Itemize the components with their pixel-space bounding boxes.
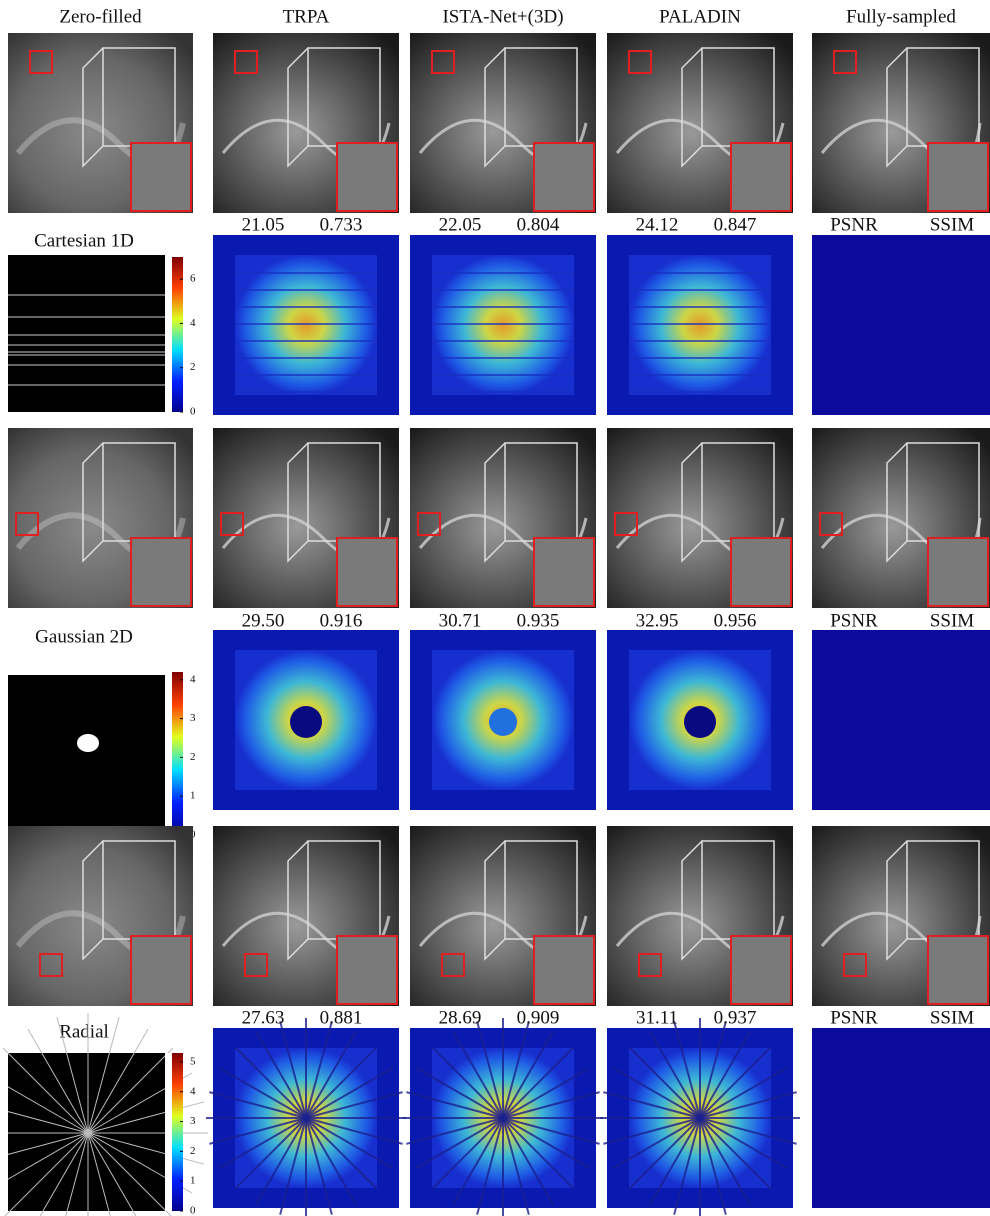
- roi-zoom: [337, 143, 397, 211]
- reference-psnr-label: PSNR: [830, 1007, 878, 1028]
- figure: Zero-filled TRPA ISTA-Net+(3D) PALADIN Fully…: [0, 0, 990, 1216]
- mask-label: Radial: [59, 1021, 109, 1042]
- reference-ssim-label: SSIM: [930, 214, 974, 235]
- colorbar-tick-label: 3: [190, 712, 196, 724]
- roi-zoom: [131, 936, 191, 1004]
- mask-center: [77, 734, 99, 752]
- colorbar-tick-label: 2: [190, 361, 196, 373]
- column-header: Fully-sampled: [846, 6, 956, 27]
- roi-zoom: [534, 143, 594, 211]
- colorbar: [172, 672, 183, 835]
- colorbar: [172, 257, 183, 412]
- mask-frame: [0, 1053, 8, 1211]
- column-header: PALADIN: [659, 6, 741, 27]
- roi-zoom: [928, 143, 988, 211]
- colorbar-tick-label: 4: [190, 317, 196, 329]
- error-map-reference: [812, 235, 990, 415]
- psnr-value: 32.95: [636, 610, 679, 631]
- colorbar-tick-label: 1: [190, 1175, 196, 1187]
- psnr-value: 22.05: [439, 214, 482, 235]
- error-hole: [684, 706, 716, 738]
- roi-zoom: [731, 936, 791, 1004]
- colorbar-tick-label: 2: [190, 1145, 196, 1157]
- colorbar-tick-label: 5: [190, 1055, 196, 1067]
- psnr-value: 28.69: [439, 1007, 482, 1028]
- colorbar-tick-label: 2: [190, 751, 196, 763]
- ssim-value: 0.909: [517, 1007, 560, 1028]
- roi-zoom: [337, 936, 397, 1004]
- colorbar-tick-label: 0: [190, 1205, 196, 1216]
- colorbar-tick-label: 1: [190, 790, 196, 802]
- ssim-value: 0.935: [517, 610, 560, 631]
- roi-zoom: [534, 936, 594, 1004]
- mask-image: [8, 255, 165, 412]
- ssim-value: 0.881: [320, 1007, 363, 1028]
- colorbar: [172, 1053, 183, 1211]
- psnr-value: 30.71: [439, 610, 482, 631]
- column-header: TRPA: [283, 6, 330, 27]
- roi-zoom: [131, 538, 191, 606]
- colorbar-tick-label: 6: [190, 273, 196, 285]
- ssim-value: 0.804: [517, 214, 560, 235]
- colorbar-tick-label: 4: [190, 673, 196, 685]
- colorbar-tick-label: 4: [190, 1085, 196, 1097]
- column-header: ISTA-Net+(3D): [442, 6, 563, 27]
- reference-ssim-label: SSIM: [930, 610, 974, 631]
- error-map-reference: [812, 630, 990, 810]
- error-hole: [489, 708, 517, 736]
- reference-ssim-label: SSIM: [930, 1007, 974, 1028]
- psnr-value: 21.05: [242, 214, 285, 235]
- roi-zoom: [928, 936, 988, 1004]
- psnr-value: 27.63: [242, 1007, 285, 1028]
- mask-image: [8, 675, 165, 835]
- ssim-value: 0.956: [714, 610, 757, 631]
- psnr-value: 31.11: [636, 1007, 678, 1028]
- roi-zoom: [928, 538, 988, 606]
- ssim-value: 0.937: [714, 1007, 757, 1028]
- mask-label: Gaussian 2D: [35, 626, 133, 647]
- colorbar-tick-label: 0: [190, 406, 196, 418]
- roi-zoom: [131, 143, 191, 211]
- roi-zoom: [534, 538, 594, 606]
- reference-psnr-label: PSNR: [830, 214, 878, 235]
- mask-frame: [165, 1053, 172, 1211]
- roi-zoom: [731, 538, 791, 606]
- ssim-value: 0.733: [320, 214, 363, 235]
- roi-zoom: [731, 143, 791, 211]
- psnr-value: 29.50: [242, 610, 285, 631]
- ssim-value: 0.847: [714, 214, 757, 235]
- column-header: Zero-filled: [59, 6, 142, 27]
- colorbar-tick-label: 3: [190, 1115, 196, 1127]
- roi-zoom: [337, 538, 397, 606]
- reference-psnr-label: PSNR: [830, 610, 878, 631]
- error-hole: [290, 706, 322, 738]
- ssim-value: 0.916: [320, 610, 363, 631]
- mask-label: Cartesian 1D: [34, 230, 134, 251]
- error-map-reference: [812, 1028, 990, 1208]
- psnr-value: 24.12: [636, 214, 679, 235]
